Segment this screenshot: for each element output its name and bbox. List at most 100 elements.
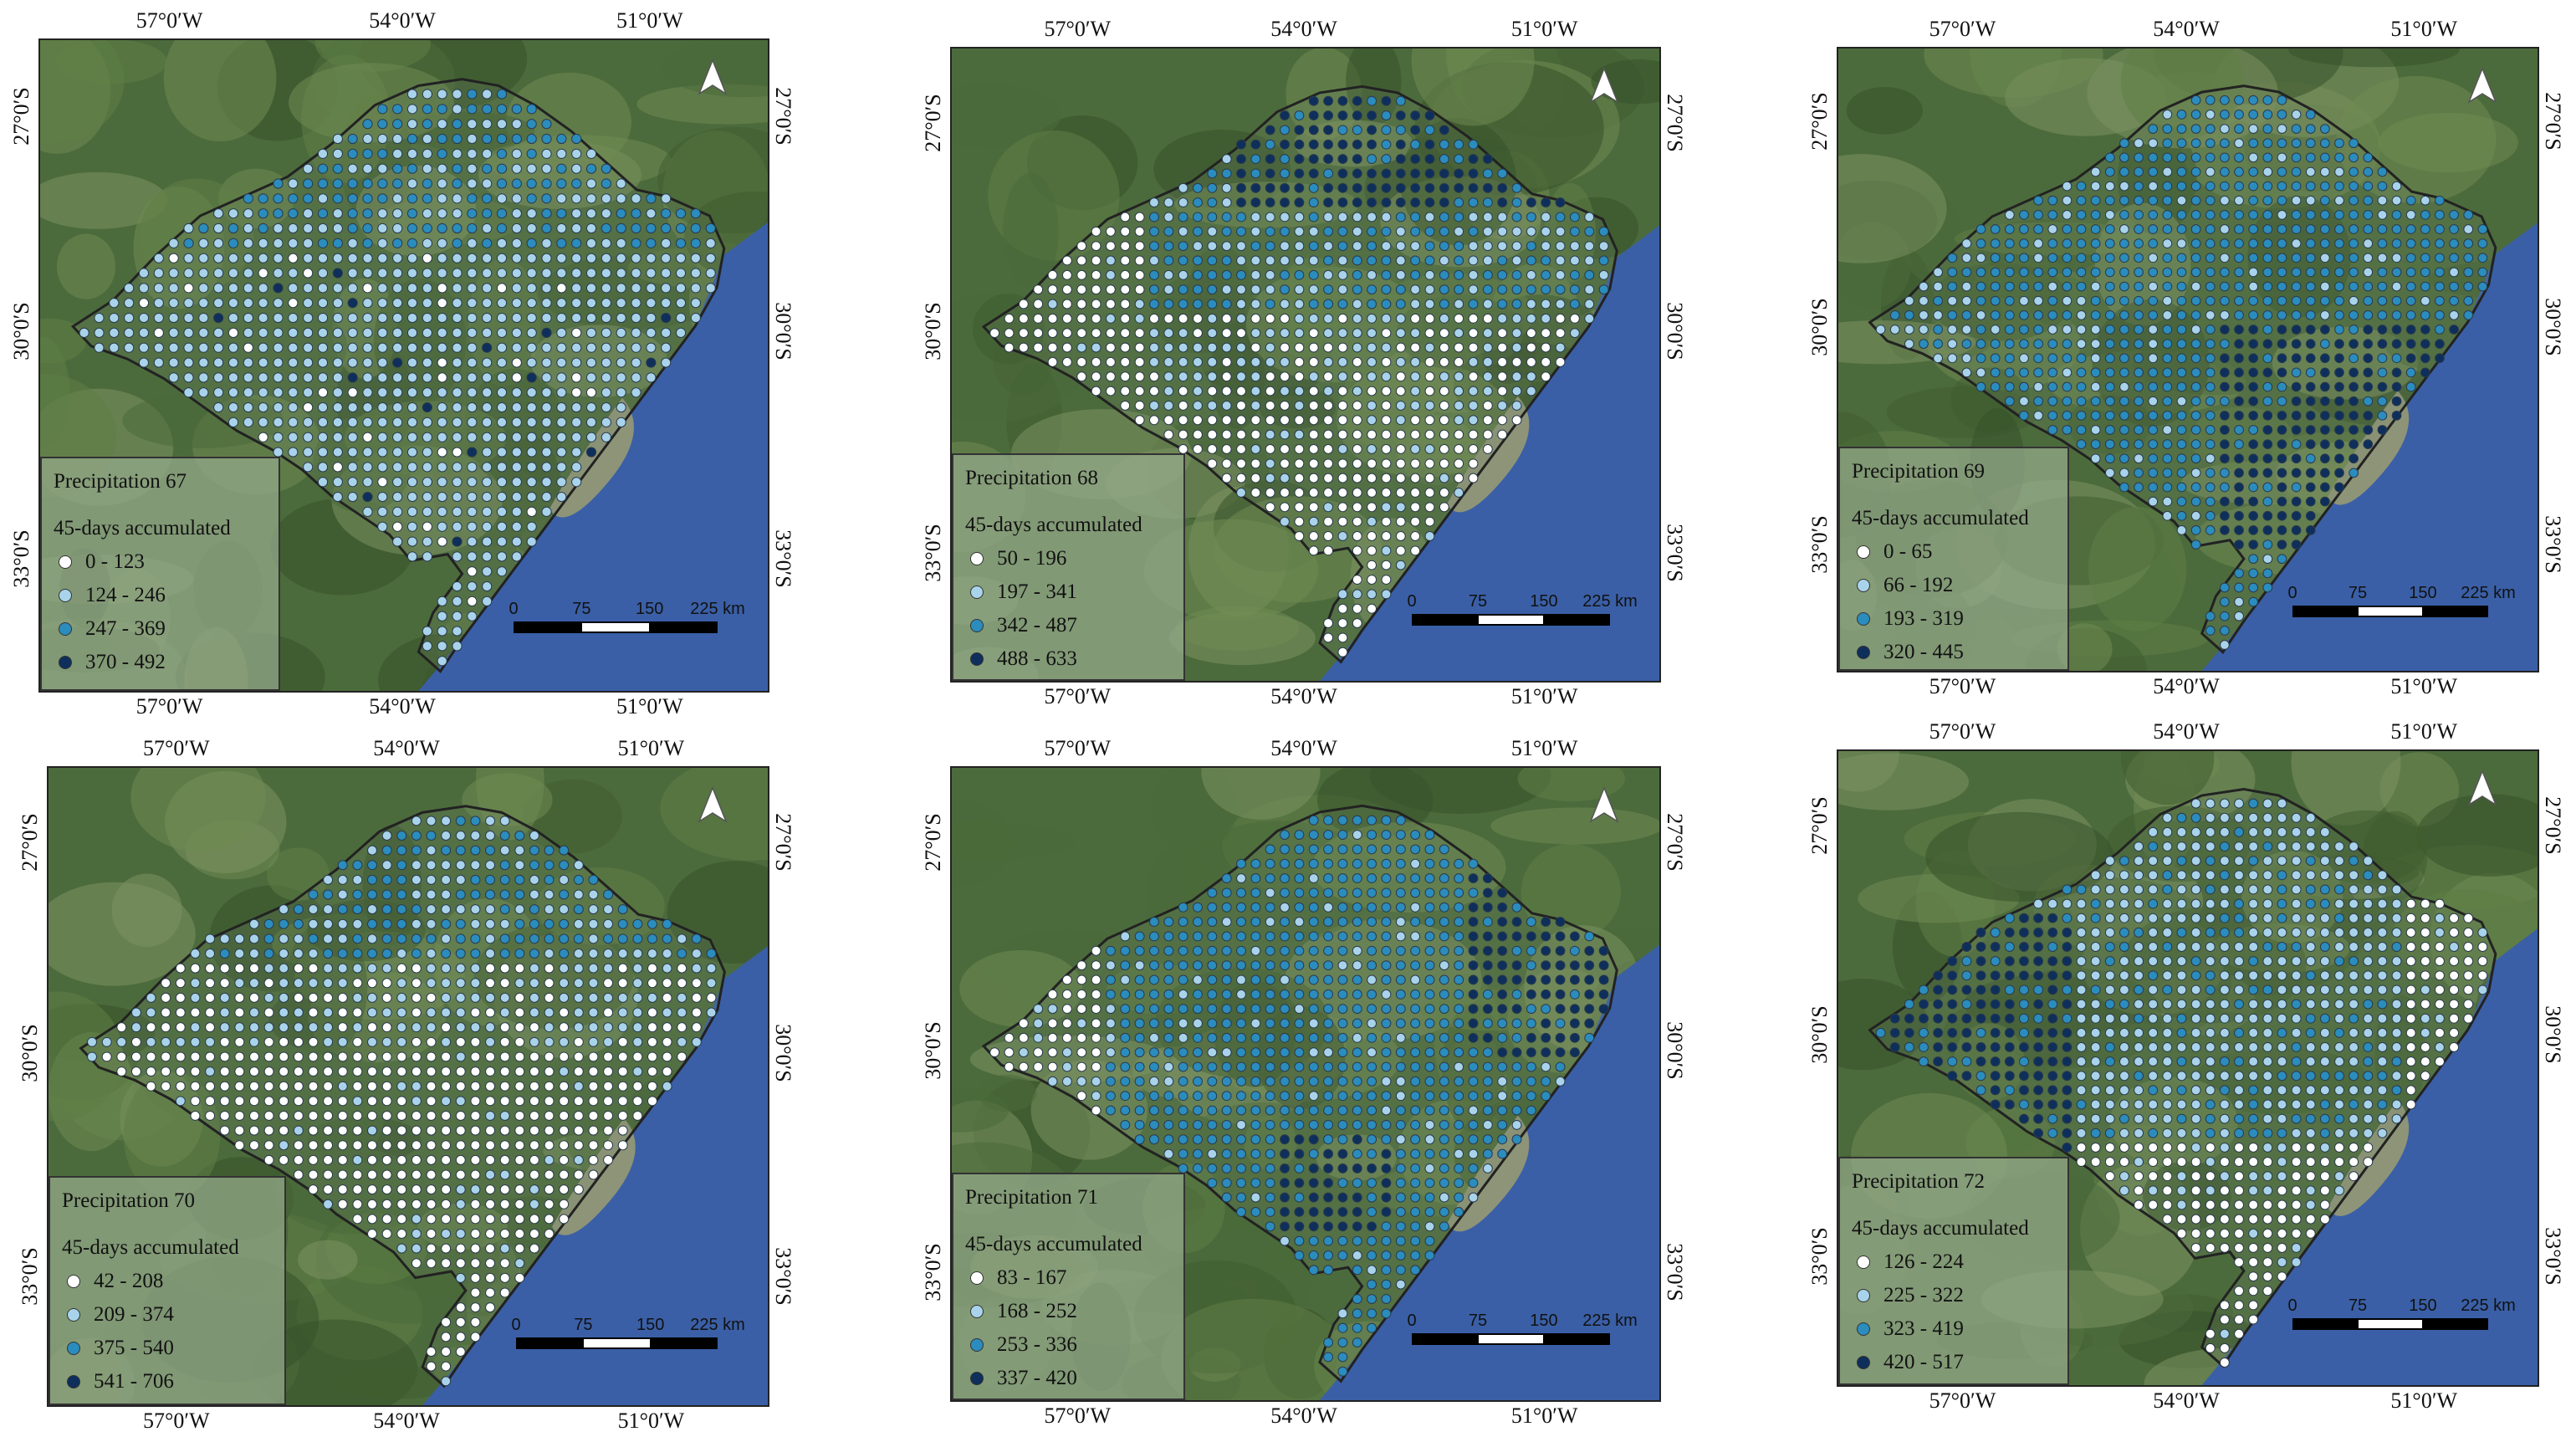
legend-swatch: [970, 652, 984, 666]
station-point: [1468, 443, 1479, 454]
station-point: [1294, 473, 1305, 483]
station-point: [1410, 844, 1421, 855]
station-point: [2220, 582, 2230, 593]
station-point: [617, 1096, 628, 1107]
station-point: [541, 178, 552, 189]
station-point: [1236, 168, 1246, 179]
station-point: [1367, 386, 1377, 396]
station-point: [616, 401, 626, 413]
station-point: [1381, 226, 1392, 237]
station-point: [1569, 945, 1580, 956]
station-point: [467, 178, 478, 189]
station-point: [544, 1007, 555, 1018]
station-point: [1337, 603, 1348, 614]
station-point: [2291, 339, 2302, 349]
station-point: [2334, 166, 2344, 177]
station-point: [2134, 281, 2144, 292]
station-point: [332, 462, 343, 473]
station-point: [1454, 255, 1464, 266]
longitude-label: 51°0′W: [1510, 684, 1578, 708]
station-point: [2420, 238, 2430, 249]
station-point: [514, 1184, 525, 1195]
station-point: [2162, 425, 2173, 435]
station-point: [1323, 429, 1334, 440]
station-point: [1352, 589, 1362, 600]
station-point: [234, 1007, 245, 1018]
station-point: [1410, 902, 1421, 913]
station-point: [2234, 138, 2244, 149]
station-point: [2205, 210, 2216, 220]
station-point: [1381, 516, 1392, 527]
station-point: [1134, 1047, 1145, 1058]
station-point: [1308, 328, 1319, 339]
station-point: [511, 387, 522, 398]
station-point: [585, 268, 597, 279]
station-point: [1381, 1032, 1392, 1043]
station-point: [632, 963, 643, 974]
station-point: [526, 401, 537, 413]
station-point: [2262, 884, 2273, 895]
station-point: [183, 387, 194, 398]
station-point: [616, 193, 626, 204]
station-point: [1221, 1091, 1232, 1102]
station-point: [1598, 1004, 1609, 1015]
station-point: [2391, 353, 2402, 364]
station-point: [411, 904, 422, 915]
station-point: [585, 401, 597, 413]
station-point: [1439, 502, 1449, 513]
station-point: [588, 1036, 599, 1047]
station-point: [631, 312, 641, 324]
station-point: [556, 268, 567, 279]
station-point: [288, 327, 299, 338]
station-point: [2319, 195, 2330, 206]
station-point: [2019, 309, 2029, 320]
station-point: [1323, 95, 1334, 106]
station-point: [2449, 325, 2459, 335]
station-point: [1337, 299, 1348, 309]
station-point: [303, 417, 314, 427]
station-point: [573, 1096, 584, 1107]
legend-label: 50 - 196: [997, 547, 1067, 570]
station-point: [2205, 181, 2216, 192]
station-point: [544, 1184, 555, 1195]
station-point: [227, 417, 239, 427]
station-point: [1497, 386, 1508, 396]
station-point: [1265, 313, 1275, 324]
station-point: [2248, 482, 2259, 493]
station-point: [559, 1154, 570, 1165]
station-point: [124, 342, 135, 353]
station-point: [1904, 325, 1914, 335]
station-point: [347, 342, 358, 353]
station-point: [2349, 367, 2359, 378]
station-point: [452, 133, 463, 145]
station-point: [1280, 1178, 1290, 1189]
station-point: [2205, 884, 2216, 895]
station-point: [1149, 1119, 1159, 1130]
station-point: [392, 104, 403, 115]
station-point: [1482, 1163, 1493, 1174]
station-point: [2319, 138, 2330, 149]
station-point: [116, 1022, 127, 1033]
station-point: [601, 208, 611, 219]
station-point: [470, 816, 481, 826]
station-point: [1221, 960, 1232, 971]
station-point: [1381, 1018, 1392, 1029]
station-point: [1105, 1018, 1116, 1029]
station-point: [308, 1066, 319, 1077]
station-point: [1511, 313, 1522, 324]
station-point: [496, 551, 508, 562]
station-point: [1367, 371, 1377, 382]
station-point: [1381, 1235, 1392, 1246]
station-point: [124, 283, 135, 294]
station-point: [2205, 856, 2216, 867]
station-point: [1410, 386, 1421, 396]
station-point: [1193, 1047, 1203, 1058]
station-point: [2090, 410, 2101, 421]
station-point: [1497, 974, 1508, 985]
station-point: [499, 1110, 510, 1121]
station-point: [2377, 325, 2388, 335]
station-point: [1294, 917, 1305, 928]
station-point: [1410, 1250, 1421, 1260]
station-point: [452, 357, 463, 368]
station-point: [1337, 1047, 1348, 1058]
